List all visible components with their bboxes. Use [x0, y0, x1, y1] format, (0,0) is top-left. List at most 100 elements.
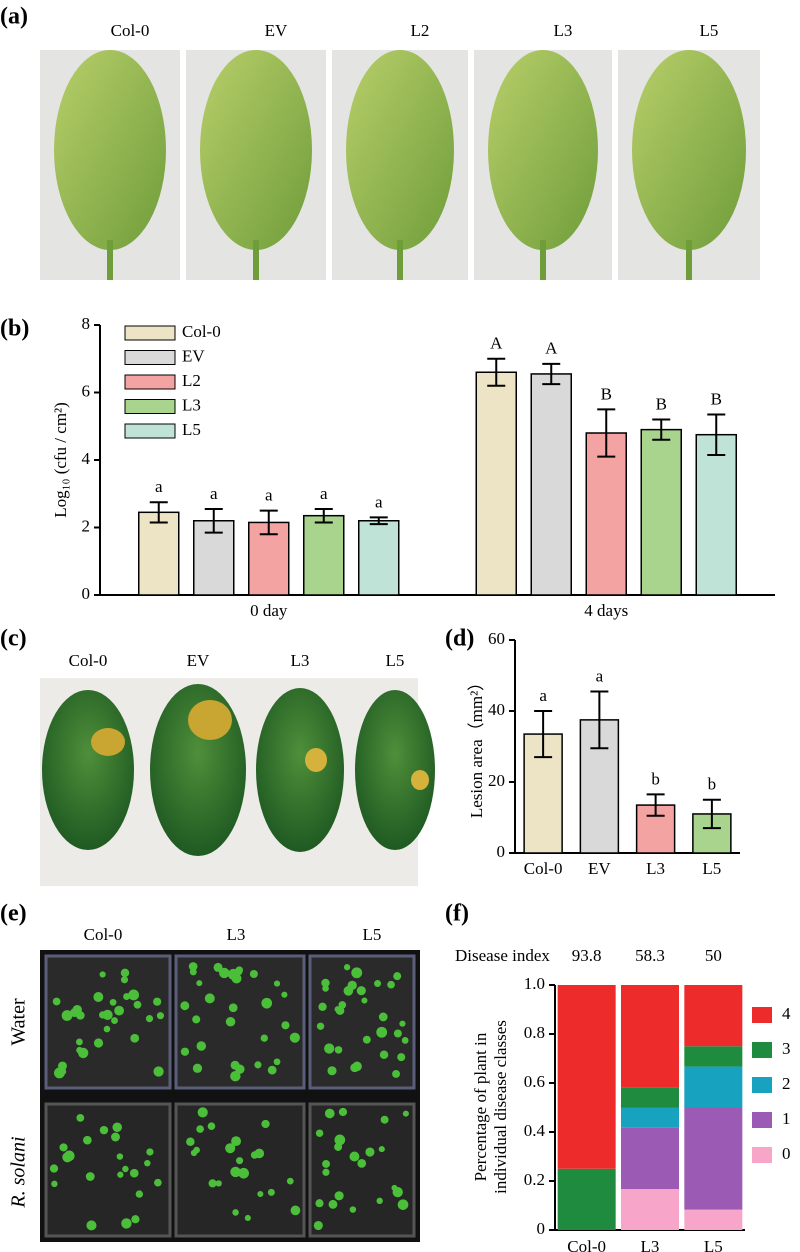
seedling — [361, 997, 368, 1004]
seedling — [109, 998, 117, 1006]
seedling — [121, 1218, 132, 1229]
seedling — [188, 962, 198, 971]
seedling — [204, 993, 215, 1004]
legend-swatch — [124, 350, 176, 365]
seedling — [49, 1164, 59, 1173]
y-tick-label: 60 — [488, 629, 505, 648]
x-tick-label: L5 — [704, 1237, 723, 1252]
y-axis-label: Percentage of plant in — [471, 1032, 490, 1181]
seedling — [322, 985, 329, 992]
seedling — [232, 1209, 239, 1216]
legend-label: 0 — [782, 1144, 791, 1163]
seedling — [376, 1026, 388, 1038]
y-tick-label: 6 — [82, 381, 91, 400]
seedling — [51, 1180, 58, 1188]
y-tick-label: 0 — [82, 584, 91, 603]
seedling — [63, 1150, 75, 1162]
y-tick-label: 40 — [488, 700, 505, 719]
lesion — [188, 700, 232, 740]
seedling — [59, 1067, 67, 1076]
seedling — [234, 967, 243, 976]
seedling — [343, 986, 354, 996]
seedling — [93, 992, 104, 1002]
bar — [475, 371, 517, 596]
seedling — [83, 1135, 92, 1145]
seedling — [387, 980, 395, 989]
seedling — [365, 1147, 375, 1157]
photo-label: L5 — [363, 925, 382, 944]
photo-a — [40, 50, 760, 280]
panel-label: (b) — [0, 316, 29, 342]
seedling — [72, 1004, 82, 1015]
seedling — [257, 1191, 264, 1198]
seedling — [120, 976, 129, 984]
bar-segment — [621, 1087, 679, 1108]
leaf — [346, 50, 454, 250]
seedling — [86, 1220, 97, 1231]
legend-label: L3 — [182, 395, 201, 414]
significance-letter: B — [601, 384, 612, 403]
seedling — [267, 1065, 277, 1075]
seedling — [374, 980, 382, 988]
significance-letter: a — [596, 666, 604, 685]
seedling — [393, 972, 402, 981]
seedling — [249, 970, 258, 979]
seedling — [145, 1015, 154, 1023]
leaf — [42, 690, 134, 850]
seedling — [290, 1205, 301, 1216]
seedling — [99, 971, 106, 978]
seedling — [261, 1119, 270, 1129]
seedling — [52, 997, 61, 1006]
seedling — [111, 1132, 120, 1142]
photo-label: L2 — [411, 21, 430, 40]
seedling — [225, 1143, 236, 1154]
y-axis-label: Log₁₀ (cfu / cm²) — [51, 402, 70, 518]
petiole — [107, 240, 113, 280]
seedling — [289, 1032, 300, 1043]
seedling — [116, 1153, 124, 1160]
seedling — [192, 1063, 203, 1073]
seedling — [122, 1165, 129, 1173]
bar-segment — [684, 985, 743, 1047]
seedling — [378, 1012, 388, 1022]
seedling — [281, 991, 288, 998]
seedling — [112, 1122, 122, 1133]
seedling — [273, 1058, 281, 1066]
seedling — [281, 1021, 290, 1030]
seedling — [334, 1046, 343, 1054]
significance-letter: a — [375, 492, 383, 511]
seedling — [376, 1197, 383, 1205]
significance-letter: A — [490, 334, 503, 353]
panel-label: (c) — [0, 626, 27, 652]
seedling — [254, 1061, 262, 1069]
seedling — [322, 1159, 331, 1168]
seedling — [380, 1115, 389, 1124]
petiole — [686, 240, 692, 280]
seedling — [213, 962, 223, 972]
x-tick-label: 0 day — [250, 601, 288, 620]
seedling — [324, 1108, 335, 1119]
seedling — [196, 1125, 204, 1133]
seedling — [399, 1020, 406, 1027]
bar-segment — [621, 1107, 679, 1128]
bar-segment — [621, 985, 679, 1088]
bar — [695, 433, 737, 596]
seedling — [357, 1159, 367, 1168]
legend-swatch — [124, 423, 176, 439]
seedling — [402, 1110, 409, 1117]
legend-swatch — [124, 374, 176, 390]
leaf — [256, 688, 344, 852]
seedling — [313, 1220, 323, 1231]
bar-segment — [621, 1127, 679, 1190]
y-tick-label: 8 — [82, 314, 91, 333]
bar-segment — [557, 1168, 616, 1230]
row-label: Water — [8, 998, 30, 1046]
seedling — [192, 1015, 201, 1024]
y-tick-label: 1.0 — [524, 974, 545, 993]
photo-label: L5 — [700, 21, 719, 40]
seedling — [153, 997, 162, 1006]
y-tick-label: 0.8 — [524, 1023, 545, 1042]
seedling — [393, 1029, 402, 1038]
bar-segment — [684, 1066, 743, 1108]
